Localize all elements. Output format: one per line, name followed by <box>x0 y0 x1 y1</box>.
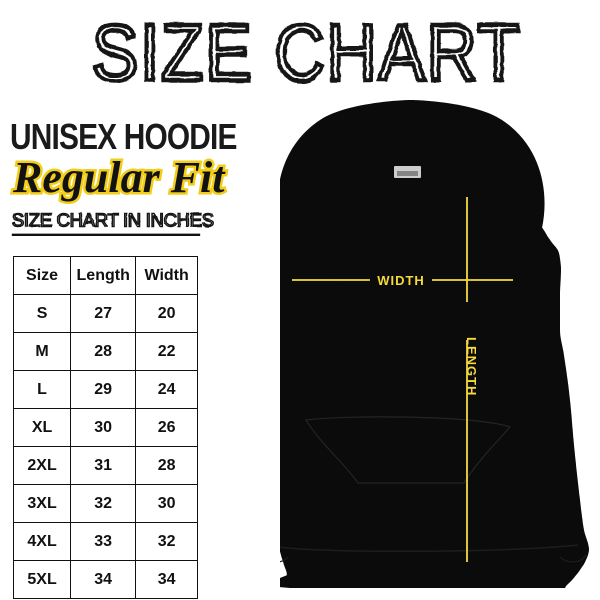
svg-text:WIDTH: WIDTH <box>377 273 425 288</box>
svg-text:LENGTH: LENGTH <box>464 337 479 396</box>
